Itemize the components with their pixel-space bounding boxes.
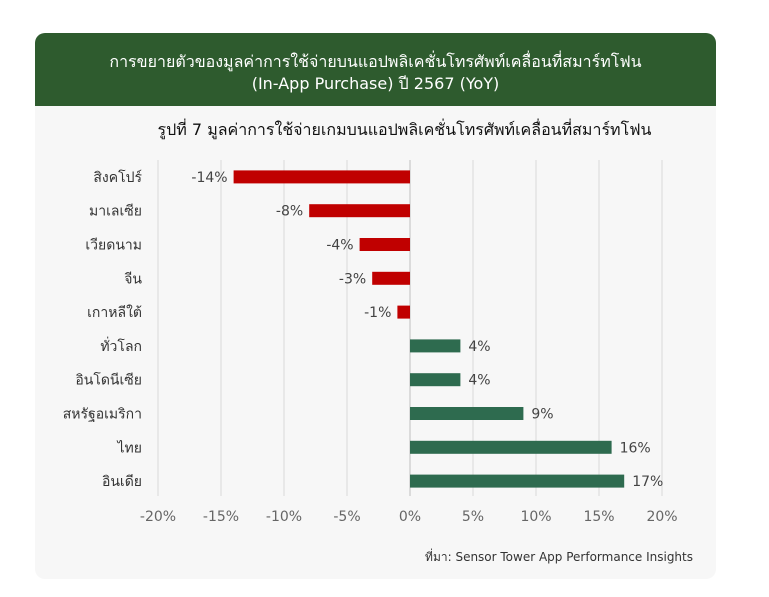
bar xyxy=(410,339,461,353)
chart-title: รูปที่ 7 มูลค่าการใช้จ่ายเกมบนแอปพลิเคชั… xyxy=(157,120,652,139)
bar xyxy=(397,305,410,319)
category-label: มาเลเซีย xyxy=(89,204,142,220)
data-label: 4% xyxy=(468,373,490,389)
data-label: -8% xyxy=(276,204,303,220)
data-label: 17% xyxy=(632,474,663,490)
x-tick-label: 10% xyxy=(520,509,551,525)
bar xyxy=(410,407,524,420)
bar xyxy=(410,474,625,488)
category-label: สหรัฐอเมริกา xyxy=(63,407,142,423)
title-banner: การขยายตัวของมูลค่าการใช้จ่ายบนแอปพลิเคช… xyxy=(35,33,716,106)
x-tick-label: 0% xyxy=(399,509,421,525)
category-label: เกาหลีใต้ xyxy=(87,304,142,321)
bar xyxy=(309,204,410,218)
x-tick-label: 15% xyxy=(583,509,614,525)
category-label: ทั่วโลก xyxy=(100,337,142,355)
banner-line-1: การขยายตัวของมูลค่าการใช้จ่ายบนแอปพลิเคช… xyxy=(109,52,642,71)
category-label: อินเดีย xyxy=(102,474,142,490)
data-label: 9% xyxy=(531,407,553,423)
x-tick-label: 20% xyxy=(646,509,677,525)
x-tick-label: 5% xyxy=(462,509,484,525)
data-label: -3% xyxy=(339,271,366,287)
data-label: -1% xyxy=(364,305,391,321)
category-label: ไทย xyxy=(117,439,142,456)
x-tick-label: -15% xyxy=(203,509,239,525)
data-label: 16% xyxy=(620,440,651,456)
category-label: อินโดนีเซีย xyxy=(75,372,142,389)
chart-card: การขยายตัวของมูลค่าการใช้จ่ายบนแอปพลิเคช… xyxy=(35,33,716,579)
category-label: จีน xyxy=(124,271,142,287)
source-note: ที่มา: Sensor Tower App Performance Insi… xyxy=(425,550,693,564)
x-tick-label: -10% xyxy=(266,509,302,525)
bar xyxy=(410,440,612,454)
category-label: เวียดนาม xyxy=(85,238,142,254)
bar xyxy=(372,271,410,285)
bar xyxy=(233,170,410,184)
data-label: -4% xyxy=(326,238,353,254)
bar xyxy=(410,373,461,387)
data-label: 4% xyxy=(468,339,490,355)
banner-line-2: (In-App Purchase) ปี 2567 (YoY) xyxy=(251,74,500,93)
bar xyxy=(359,238,410,251)
category-label: สิงคโปร์ xyxy=(93,169,142,186)
x-tick-label: -5% xyxy=(333,509,360,525)
x-tick-label: -20% xyxy=(140,509,176,525)
data-label: -14% xyxy=(191,170,227,186)
